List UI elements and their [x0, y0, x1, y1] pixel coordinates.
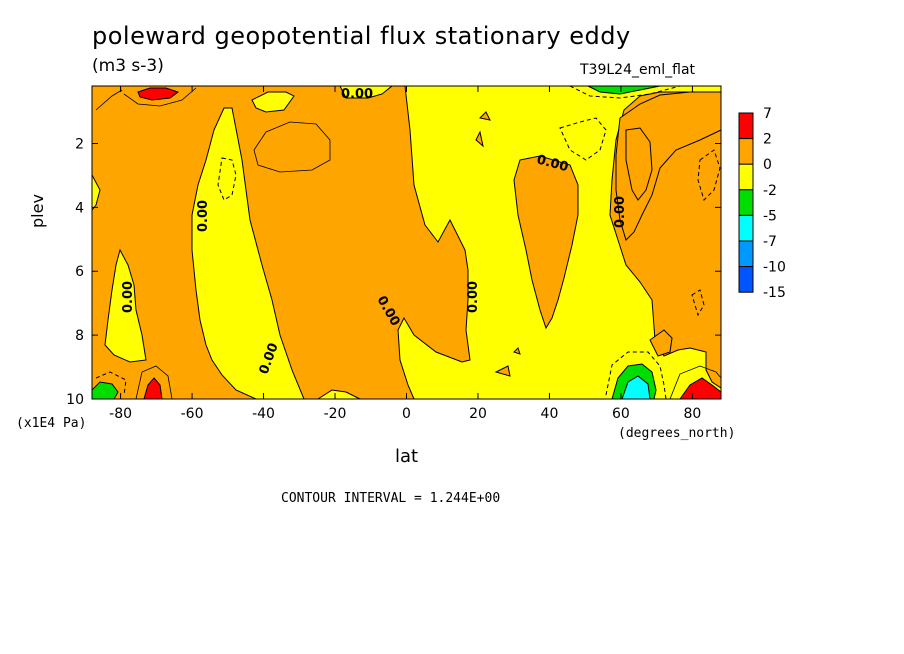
dashed-contour-7 — [569, 85, 681, 99]
x-axis-ticks: -80 -60 -40 -20 0 20 40 60 80 — [109, 86, 701, 422]
x-tick-label: 20 — [469, 406, 487, 422]
colorbar-label: 0 — [763, 157, 772, 173]
colorbar-swatch — [738, 266, 754, 293]
contour-label: 0.00 — [196, 200, 211, 232]
red-top-left — [137, 87, 180, 101]
x-tick-label: -60 — [181, 406, 204, 422]
colorbar-swatch — [738, 138, 754, 165]
colorbar-label: 2 — [763, 132, 772, 148]
contour-label: 0.00 — [613, 196, 628, 228]
contour-label: 0.00 — [466, 281, 481, 313]
y-tick-label: 2 — [75, 136, 84, 152]
dashed-contour-1 — [217, 157, 237, 201]
x-tick-label: -40 — [252, 406, 275, 422]
dashed-contour-2 — [559, 117, 607, 161]
colorbar-swatch — [738, 214, 754, 242]
y-axis-multiplier: (x1E4 Pa) — [16, 416, 87, 431]
strong-negative-regions — [91, 85, 661, 400]
chart-title: poleward geopotential flux stationary ed… — [92, 22, 631, 50]
colorbar-label: -7 — [763, 234, 777, 250]
strong-positive-regions — [137, 87, 722, 400]
pocket-small-1 — [478, 111, 491, 121]
colorbar-swatch — [738, 189, 754, 216]
pocket-70n — [615, 91, 722, 241]
y-tick-label: 10 — [66, 392, 84, 408]
pocket-60n-top — [625, 127, 653, 201]
colorbar-label: -10 — [763, 260, 786, 276]
pocket-small-4 — [513, 347, 521, 355]
x-tick-label: 40 — [541, 406, 559, 422]
colorbar-label: -15 — [763, 285, 786, 301]
x-axis-units: (degrees_north) — [618, 426, 736, 441]
colorbar-swatch — [738, 240, 754, 268]
y-axis-ticks: 2 4 6 8 10 — [66, 136, 721, 408]
contour-label: 0.00 — [341, 87, 373, 102]
dashed-contour-4 — [691, 289, 705, 317]
x-tick-label: 60 — [612, 406, 630, 422]
contour-interval-note: CONTOUR INTERVAL = 1.244E+00 — [281, 491, 501, 506]
x-tick-label: -80 — [109, 406, 132, 422]
thin-contour-1 — [253, 121, 331, 173]
thin-contour-2 — [123, 87, 197, 107]
region-southwest-yellow — [191, 107, 305, 400]
x-tick-label: 0 — [402, 406, 411, 422]
colorbar-label: -5 — [763, 208, 777, 224]
positive-pockets — [475, 91, 722, 377]
thin-contours — [95, 87, 722, 400]
run-name: T39L24_eml_flat — [580, 62, 696, 78]
dashed-contour-5 — [95, 371, 127, 396]
thin-contour-4 — [669, 365, 722, 400]
pocket-small-2 — [475, 130, 484, 148]
x-tick-label: -20 — [324, 406, 347, 422]
y-tick-label: 4 — [75, 200, 84, 216]
colorbar-label: 7 — [763, 106, 772, 122]
colorbar-label: -2 — [763, 183, 777, 199]
thin-contour-5 — [95, 89, 123, 111]
region-top-left-yellow — [251, 91, 295, 113]
x-tick-label: 80 — [683, 406, 701, 422]
contour-label: 0.00 — [121, 281, 136, 313]
thin-contour-3 — [135, 365, 173, 400]
pocket-40n — [513, 155, 579, 330]
y-tick-label: 6 — [75, 264, 84, 280]
pocket-right-bottom — [649, 329, 673, 357]
y-tick-label: 8 — [75, 328, 84, 344]
colorbar-swatch — [738, 112, 754, 140]
chart-units: (m3 s-3) — [92, 56, 164, 76]
colorbar-swatch — [738, 163, 754, 191]
colorbar: 7 2 0 -2 -5 -7 -10 -15 — [738, 106, 786, 301]
dashed-contour-6 — [605, 351, 667, 400]
x-axis-label: lat — [395, 446, 419, 467]
dashed-contour-3 — [697, 149, 721, 201]
region-left-yellow — [104, 248, 147, 363]
pocket-small-3 — [494, 365, 511, 377]
dashed-contours — [95, 85, 721, 400]
